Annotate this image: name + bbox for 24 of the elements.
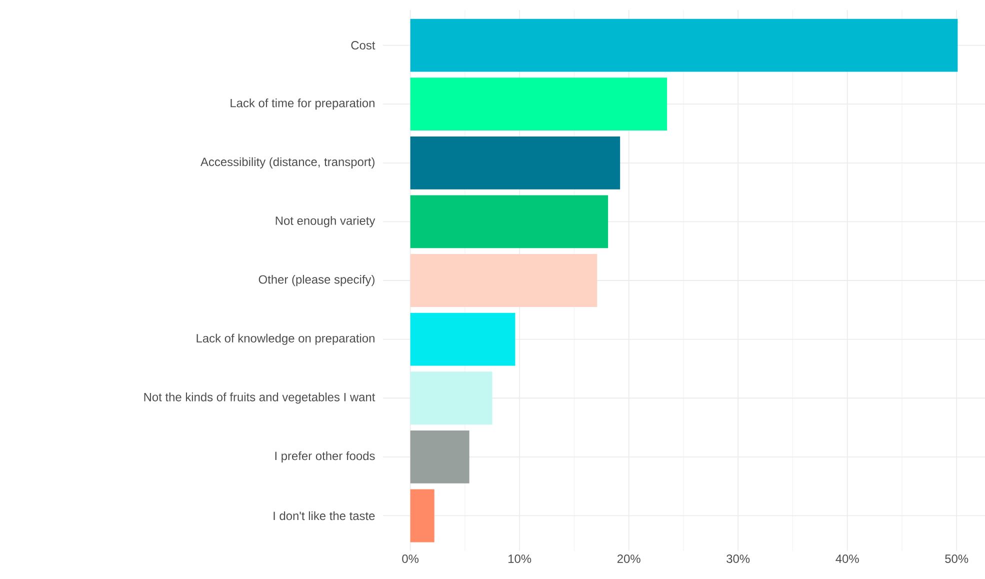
bar (410, 254, 598, 307)
y-tick-label: I don't like the taste (274, 511, 375, 520)
y-tick-label: Other (please specify) (258, 274, 374, 286)
x-tick-label: 0% (402, 554, 419, 563)
bar (410, 430, 470, 484)
x-tick-label: 30% (726, 554, 750, 563)
y-tick-label: Accessibility (distance, transport) (200, 157, 374, 168)
bar (410, 136, 620, 190)
y-tick-label: Cost (351, 41, 376, 50)
y-tick-label: Not enough variety (276, 216, 376, 228)
x-tick-label: 40% (836, 554, 859, 563)
y-tick-label: Lack of time for preparation (230, 98, 374, 110)
x-tick-label: 50% (945, 554, 968, 563)
x-tick-label: 10% (508, 554, 532, 563)
bar (410, 195, 608, 248)
y-tick-label: Lack of knowledge on preparation (196, 334, 374, 345)
bar (410, 312, 516, 366)
bar (410, 18, 958, 72)
bar (410, 78, 668, 131)
bar (410, 489, 434, 542)
bar (410, 372, 492, 425)
y-tick-label: I prefer other foods (275, 451, 375, 462)
x-tick-label: 20% (617, 554, 640, 563)
y-tick-label: Not the kinds of fruits and vegetables I want (144, 392, 376, 404)
